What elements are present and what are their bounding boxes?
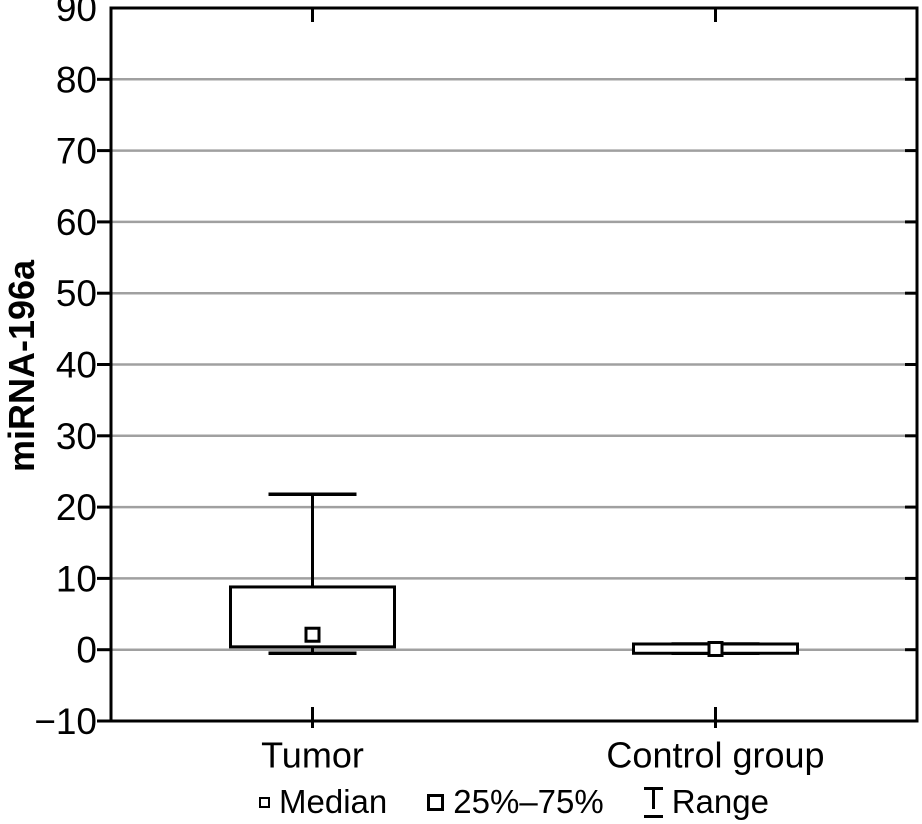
legend-item-median: Median: [259, 783, 387, 821]
category-label: Tumor: [261, 735, 364, 776]
median-marker: [707, 640, 724, 657]
y-tick-label: 80: [56, 59, 97, 100]
y-tick-label: 70: [56, 131, 97, 172]
category-label: Control group: [606, 735, 824, 776]
range-ibeam-icon: [643, 786, 663, 818]
y-tick-label: 20: [56, 487, 97, 528]
y-tick-label: 30: [56, 416, 97, 457]
y-tick-label: 40: [56, 344, 97, 385]
y-tick-label: −10: [34, 701, 97, 742]
legend-item-range: Range: [643, 783, 769, 821]
y-tick-label: 60: [56, 202, 97, 243]
y-tick-label: 0: [76, 630, 97, 671]
legend-item-iqr: 25%–75%: [427, 783, 604, 821]
median-square-icon: [259, 796, 271, 808]
iqr-square-icon: [427, 793, 445, 811]
median-marker: [304, 626, 321, 643]
plot-border: [109, 6, 919, 723]
legend-label-range: Range: [671, 783, 769, 820]
y-tick-label: 50: [56, 273, 97, 314]
legend-label-iqr: 25%–75%: [453, 783, 604, 820]
legend-label-median: Median: [279, 783, 388, 820]
y-tick-label: 10: [56, 558, 97, 599]
y-tick-label: 90: [56, 0, 97, 29]
legend: Median 25%–75% Range: [111, 781, 917, 823]
